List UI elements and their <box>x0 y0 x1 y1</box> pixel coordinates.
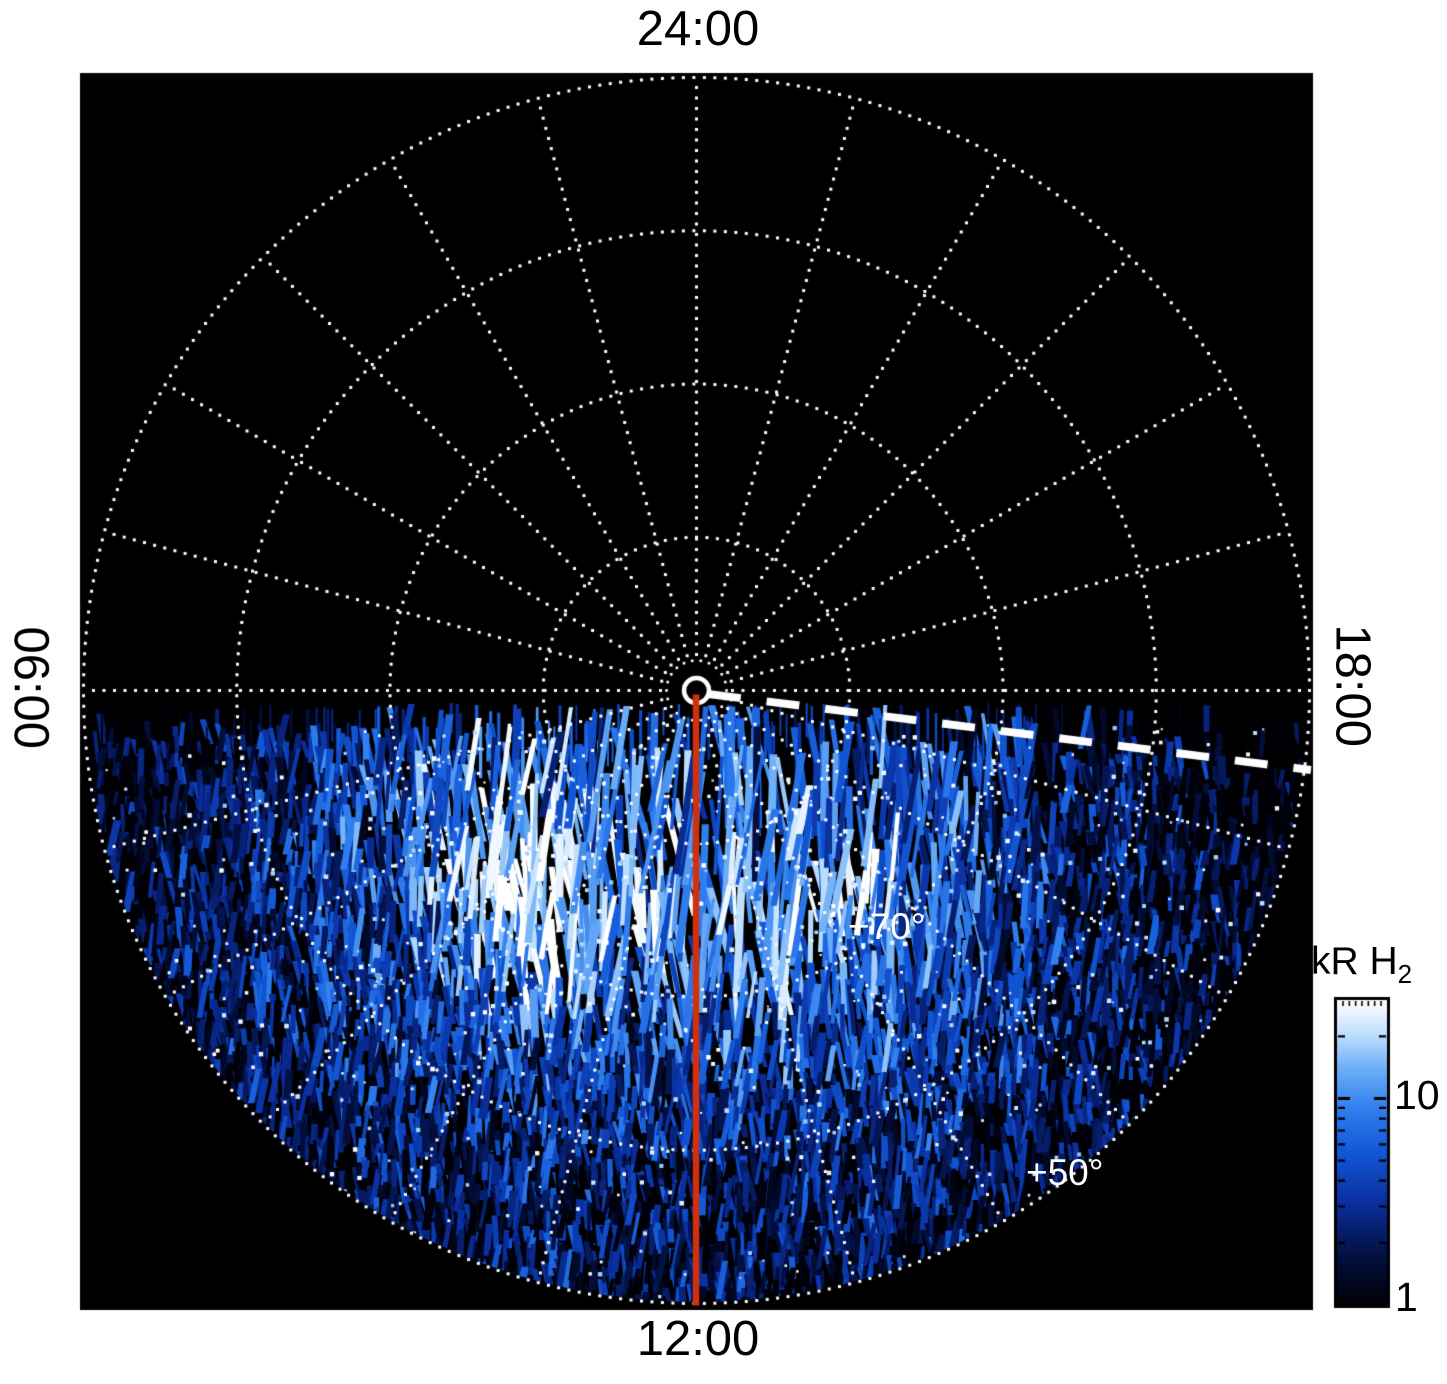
colorbar-tick-label-10: 10 <box>1394 1072 1440 1118</box>
latitude-label-50: +50° <box>1026 1152 1104 1193</box>
colorbar-title: kR H2 <box>1311 940 1412 987</box>
latitude-label-70: +70° <box>848 906 926 947</box>
local-time-label-1800: 18:00 <box>1325 624 1380 748</box>
colorbar-title-subscript: 2 <box>1397 958 1413 989</box>
colorbar-tick-label-1: 1 <box>1395 1274 1418 1320</box>
local-time-label-0600: 06:00 <box>3 626 58 750</box>
colorbar-title-main: kR H <box>1311 940 1398 983</box>
local-time-label-2400: 24:00 <box>636 2 760 56</box>
local-time-label-1200: 12:00 <box>636 1312 760 1366</box>
